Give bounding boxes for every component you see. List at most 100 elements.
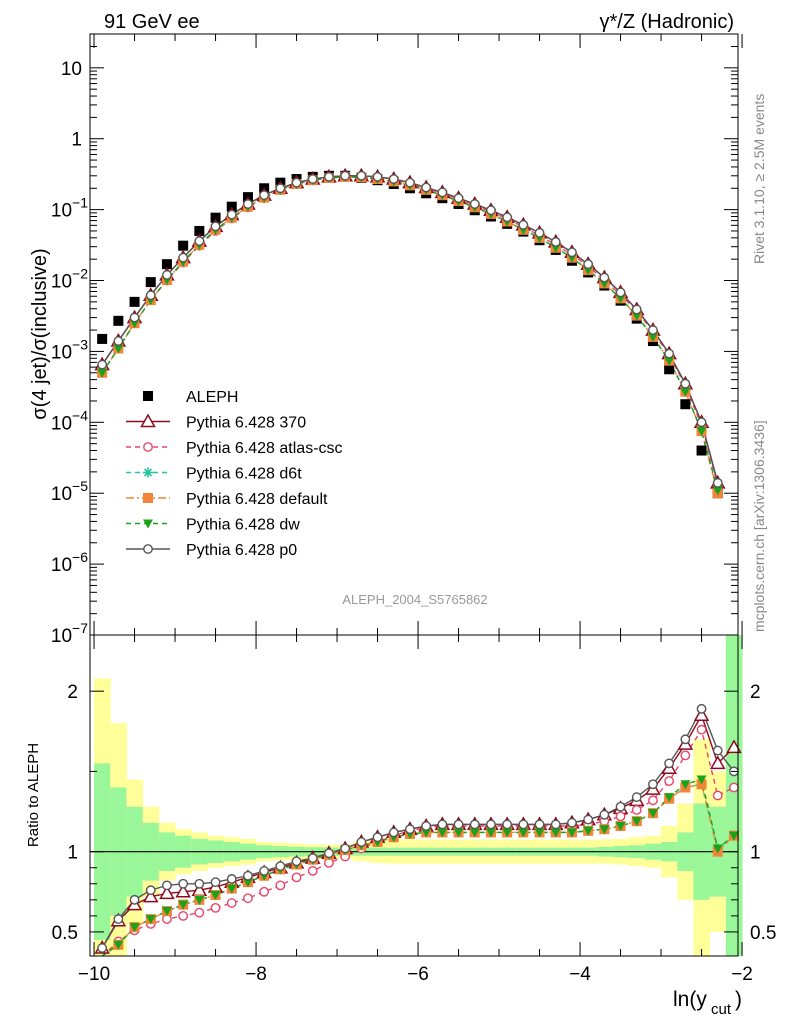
x-axis-title: ln(y cut ) xyxy=(673,988,742,1018)
ratio-point-pythia-6-428-p0 xyxy=(550,819,561,830)
ratio-point-pythia-6-428-atlas-csc xyxy=(275,880,286,891)
ratio-y-tick-label-right: 2 xyxy=(750,682,761,703)
main-point-pythia-6-428-p0 xyxy=(550,237,561,247)
ratio-point-pythia-6-428-p0 xyxy=(324,848,334,859)
analysis-label: ALEPH_2004_S5765862 xyxy=(342,592,487,607)
legend-label-pythia-6-428-default: Pythia 6.428 default xyxy=(186,491,328,508)
main-point-pythia-6-428-p0 xyxy=(113,336,124,346)
ratio-point-pythia-6-428-p0 xyxy=(567,817,577,828)
legend-marker-pythia-6-428-atlas-csc xyxy=(143,442,153,452)
main-point-aleph xyxy=(194,225,205,236)
main-point-pythia-6-428-p0 xyxy=(340,170,351,181)
x-tick-label: −2 xyxy=(731,964,753,985)
legend-label-pythia-6-428-d6t: Pythia 6.428 d6t xyxy=(186,466,302,483)
main-point-pythia-6-428-p0 xyxy=(583,259,594,270)
ratio-point-pythia-6-428-atlas-csc xyxy=(307,866,318,876)
ratio-point-pythia-6-428-p0 xyxy=(437,819,448,830)
rivet-label: Rivet 3.1.10, ≥ 2.5M events xyxy=(751,94,767,264)
ratio-point-pythia-6-428-p0 xyxy=(97,943,108,953)
legend: ALEPH Pythia 6.428 370 Pythia 6.428 atlas-… xyxy=(126,389,343,559)
main-point-pythia-6-428-p0 xyxy=(307,174,318,184)
legend-marker-aleph xyxy=(143,391,153,401)
ratio-point-pythia-6-428-dw xyxy=(485,828,496,838)
ratio-line-pythia-6-428-p0 xyxy=(101,707,735,949)
x-tick-label: −8 xyxy=(245,964,267,985)
ratio-y-axis-title: Ratio to ALEPH xyxy=(25,743,42,847)
ratio-point-pythia-6-428-p0 xyxy=(405,824,415,835)
main-point-pythia-6-428-p0 xyxy=(453,193,464,204)
ratio-point-pythia-6-428-p0 xyxy=(307,853,318,863)
legend-label-pythia-6-428-dw: Pythia 6.428 dw xyxy=(186,517,300,534)
ratio-point-pythia-6-428-370 xyxy=(709,755,726,770)
main-y-tick-label: 10−3 xyxy=(51,336,88,363)
x-axis-title-subscript: cut xyxy=(711,1001,732,1018)
main-point-pythia-6-428-p0 xyxy=(599,272,610,283)
main-point-pythia-6-428-p0 xyxy=(178,252,189,263)
ratio-point-pythia-6-428-p0 xyxy=(648,779,658,790)
main-point-pythia-6-428-dw xyxy=(631,311,642,321)
main-point-pythia-6-428-p0 xyxy=(145,290,156,301)
ratio-point-pythia-6-428-p0 xyxy=(145,885,156,896)
ratio-point-pythia-6-428-dw xyxy=(518,828,529,838)
ratio-point-pythia-6-428-p0 xyxy=(275,861,286,872)
main-point-pythia-6-428-p0 xyxy=(696,417,707,428)
ratio-point-pythia-6-428-dw xyxy=(647,809,658,819)
legend-marker-pythia-6-428-d6t xyxy=(143,467,153,478)
ratio-point-pythia-6-428-dw xyxy=(437,828,448,838)
main-point-pythia-6-428-p0 xyxy=(615,287,626,298)
ratio-point-pythia-6-428-dw xyxy=(664,793,675,803)
ratio-point-pythia-6-428-p0 xyxy=(340,843,351,854)
ratio-point-pythia-6-428-370 xyxy=(159,885,175,900)
ratio-axes: 0.5 0.5 1 1 2 2 −10 −8 −6 −4 −2 xyxy=(52,634,776,985)
main-point-pythia-6-428-p0 xyxy=(291,177,302,188)
mcplots-label: mcplots.cern.ch [arXiv:1306.3436] xyxy=(751,420,767,632)
main-y-axis-title: σ(4 jet)/σ(inclusive) xyxy=(29,248,51,419)
ratio-point-pythia-6-428-p0 xyxy=(421,821,432,831)
ratio-point-pythia-6-428-dw xyxy=(566,828,577,838)
main-point-aleph xyxy=(178,240,189,251)
main-point-aleph xyxy=(145,277,156,288)
main-point-pythia-6-428-dw xyxy=(647,332,658,342)
ratio-point-pythia-6-428-dw xyxy=(421,828,432,838)
ratio-point-pythia-6-428-370 xyxy=(726,739,742,754)
ratio-point-pythia-6-428-atlas-csc xyxy=(162,914,172,924)
legend-label-aleph: ALEPH xyxy=(186,389,238,406)
ratio-point-pythia-6-428-p0 xyxy=(226,874,237,884)
ratio-point-pythia-6-428-p0 xyxy=(259,866,270,876)
x-tick-label: −10 xyxy=(78,964,110,985)
main-point-pythia-6-428-p0 xyxy=(162,270,172,280)
main-point-pythia-6-428-p0 xyxy=(437,187,448,198)
ratio-point-pythia-6-428-atlas-csc xyxy=(729,782,739,793)
ratio-panel: 0.5 0.5 1 1 2 2 −10 −8 −6 −4 −2 xyxy=(52,634,776,985)
ratio-point-pythia-6-428-dw xyxy=(712,844,723,854)
ratio-point-pythia-6-428-dw xyxy=(583,826,594,836)
main-point-pythia-6-428-p0 xyxy=(194,236,205,246)
main-y-tick-label: 10−2 xyxy=(51,266,88,293)
main-point-pythia-6-428-p0 xyxy=(648,325,658,335)
main-point-pythia-6-428-dw xyxy=(680,387,691,397)
ratio-point-pythia-6-428-p0 xyxy=(518,819,529,830)
ratio-point-pythia-6-428-p0 xyxy=(372,832,383,843)
main-y-tick-label: 10−4 xyxy=(51,407,88,434)
main-series-lines xyxy=(90,34,738,635)
main-point-pythia-6-428-p0 xyxy=(324,171,334,182)
main-point-pythia-6-428-p0 xyxy=(388,174,399,184)
ratio-point-pythia-6-428-dw xyxy=(728,831,739,841)
ratio-point-pythia-6-428-atlas-csc xyxy=(648,795,658,806)
main-point-pythia-6-428-p0 xyxy=(210,221,221,232)
header-right: γ*/Z (Hadronic) xyxy=(600,11,734,33)
ratio-point-pythia-6-428-dw xyxy=(534,828,545,838)
ratio-point-pythia-6-428-p0 xyxy=(615,801,626,812)
main-y-tick-label: 10−7 xyxy=(51,620,88,647)
legend-label-pythia-6-428-atlas-csc: Pythia 6.428 atlas-csc xyxy=(186,440,343,457)
main-point-pythia-6-428-p0 xyxy=(486,205,496,216)
ratio-point-pythia-6-428-atlas-csc xyxy=(291,872,302,883)
ratio-point-pythia-6-428-p0 xyxy=(388,827,399,838)
ratio-point-pythia-6-428-atlas-csc xyxy=(210,902,221,913)
main-point-aleph xyxy=(161,259,172,270)
ratio-point-pythia-6-428-p0 xyxy=(243,870,253,881)
main-point-pythia-6-428-p0 xyxy=(631,304,642,315)
ratio-point-pythia-6-428-p0 xyxy=(534,819,545,830)
ratio-frame xyxy=(89,634,739,957)
ratio-point-pythia-6-428-atlas-csc xyxy=(243,893,253,904)
